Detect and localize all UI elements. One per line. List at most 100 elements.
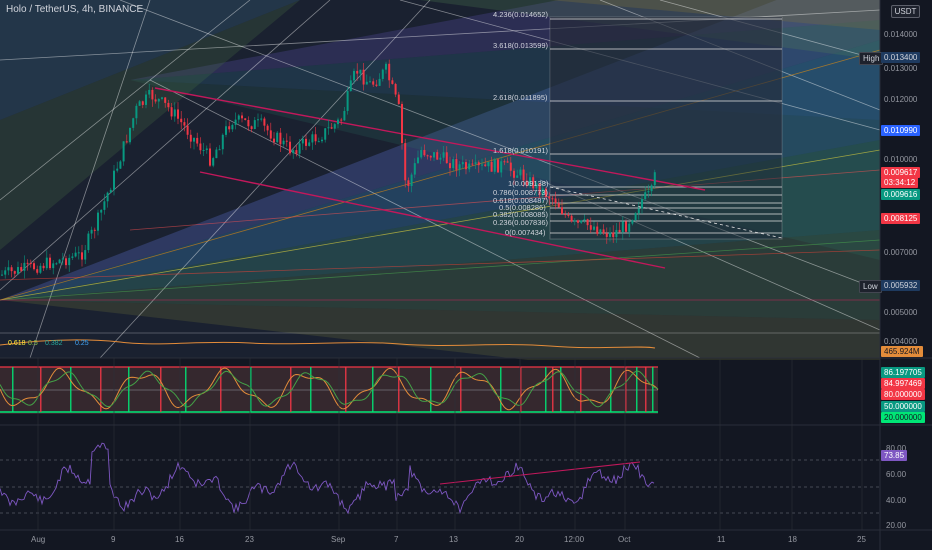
candle-body bbox=[599, 229, 602, 234]
candle-body bbox=[199, 143, 202, 151]
stoch-signal-bar bbox=[290, 367, 292, 412]
candle-body bbox=[209, 148, 211, 166]
candle-body bbox=[116, 168, 119, 171]
candle-body bbox=[381, 69, 384, 79]
stoch-signal-bar bbox=[40, 367, 42, 412]
candle-body bbox=[23, 262, 26, 271]
candle-body bbox=[621, 221, 624, 233]
candle-body bbox=[90, 229, 93, 234]
candle-body bbox=[445, 152, 448, 164]
stoch-signal-bar bbox=[580, 367, 582, 412]
candle-body bbox=[132, 118, 135, 128]
interval-label[interactable]: 4h bbox=[81, 4, 94, 15]
candle-body bbox=[509, 162, 512, 171]
stoch-signal-bar bbox=[625, 367, 627, 412]
candle-body bbox=[177, 109, 179, 119]
candle-body bbox=[378, 78, 381, 86]
low-label: Low bbox=[859, 280, 882, 293]
price-tick: 0.014000 bbox=[884, 30, 918, 39]
candle-body bbox=[500, 161, 503, 173]
candle-body bbox=[81, 252, 83, 260]
stoch-signal-bar bbox=[636, 367, 638, 412]
candle-body bbox=[385, 63, 387, 70]
candle-body bbox=[397, 94, 400, 104]
candle-body bbox=[596, 226, 599, 234]
red-price-tag: 0.008125 bbox=[881, 213, 921, 224]
stoch-tag: 84.997469 bbox=[881, 378, 925, 389]
candle-body bbox=[631, 220, 634, 224]
candle-body bbox=[519, 169, 522, 176]
candle-body bbox=[580, 220, 583, 223]
candle-body bbox=[609, 232, 611, 237]
fib-label: 0.5(0.008286) bbox=[499, 203, 546, 212]
stoch-signal-bar bbox=[560, 367, 562, 412]
stoch-d-line bbox=[0, 370, 659, 408]
candle-body bbox=[321, 139, 323, 142]
candle-body bbox=[234, 119, 237, 125]
candle-body bbox=[452, 159, 455, 169]
last-price-tag: 0.009617 bbox=[881, 167, 921, 178]
candle-body bbox=[337, 119, 339, 125]
price-candles bbox=[1, 59, 656, 279]
fib-label: 0.618(0.008487) bbox=[493, 196, 549, 205]
candle-body bbox=[449, 163, 451, 169]
candle-body bbox=[564, 214, 567, 216]
candle-body bbox=[276, 132, 279, 143]
gann-lines bbox=[0, 0, 881, 359]
time-label: 11 bbox=[717, 535, 726, 544]
candle-body bbox=[557, 203, 560, 208]
stoch-k-line bbox=[0, 367, 659, 411]
candle-body bbox=[87, 233, 90, 251]
candle-body bbox=[570, 215, 573, 222]
candle-body bbox=[615, 229, 618, 238]
time-label: 12:00 bbox=[564, 535, 585, 544]
time-label: 18 bbox=[788, 535, 797, 544]
candle-body bbox=[55, 263, 58, 265]
candle-body bbox=[183, 122, 186, 126]
colored-fan-lines bbox=[0, 49, 881, 301]
candle-body bbox=[145, 94, 147, 105]
candle-body bbox=[74, 252, 77, 257]
stoch-tag: 20.000000 bbox=[881, 412, 925, 423]
candle-body bbox=[253, 120, 256, 130]
candle-body bbox=[109, 189, 112, 193]
candle-body bbox=[602, 229, 605, 234]
stoch-signal-bar bbox=[220, 367, 222, 412]
high-label: High bbox=[859, 52, 884, 65]
candle-body bbox=[33, 263, 35, 270]
candle-body bbox=[161, 97, 163, 99]
fan-label: 0.618 bbox=[8, 340, 26, 347]
candle-body bbox=[77, 252, 80, 254]
candle-body bbox=[634, 213, 637, 221]
candle-body bbox=[391, 80, 394, 84]
candle-body bbox=[301, 138, 304, 144]
stoch-signal-bar bbox=[12, 367, 14, 412]
stoch-signal-bar bbox=[398, 367, 400, 412]
candle-body bbox=[202, 149, 205, 151]
time-label: 20 bbox=[515, 535, 524, 544]
candle-body bbox=[113, 170, 115, 190]
stoch-signal-bar bbox=[250, 367, 252, 412]
time-label: 7 bbox=[394, 535, 399, 544]
candle-body bbox=[285, 140, 288, 142]
candle-body bbox=[420, 150, 423, 158]
candle-body bbox=[439, 157, 442, 160]
stoch-tag: 86.197705 bbox=[881, 367, 925, 378]
time-label: 13 bbox=[449, 535, 458, 544]
candle-body bbox=[404, 143, 407, 181]
candle-body bbox=[84, 250, 87, 260]
candle-body bbox=[122, 141, 125, 162]
currency-button[interactable]: USDT bbox=[891, 5, 920, 18]
candle-body bbox=[228, 126, 231, 130]
candle-body bbox=[455, 159, 458, 170]
price-tick: 0.010000 bbox=[884, 155, 918, 164]
symbol-title[interactable]: Holo / TetherUS, 4h, BINANCE bbox=[6, 4, 144, 15]
candle-body bbox=[548, 196, 551, 199]
candle-body bbox=[196, 137, 199, 144]
candle-body bbox=[45, 257, 48, 269]
fib-label: 3.618(0.013599) bbox=[493, 41, 549, 50]
price-tick: 0.004000 bbox=[884, 337, 918, 346]
symbol-name[interactable]: Holo / TetherUS bbox=[6, 4, 77, 15]
candle-body bbox=[561, 207, 563, 215]
